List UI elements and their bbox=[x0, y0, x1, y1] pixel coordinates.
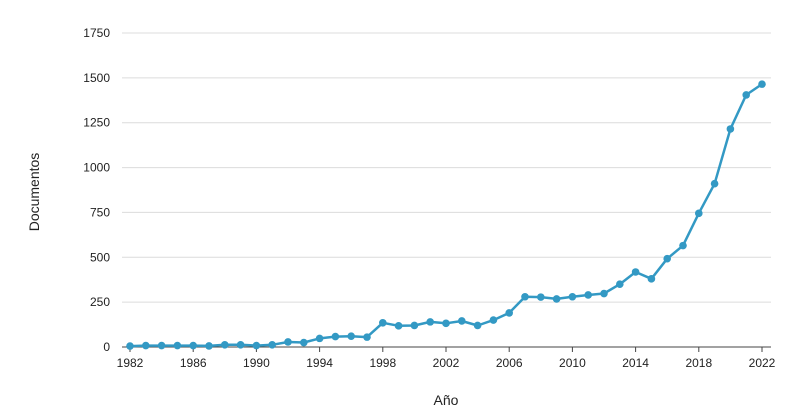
y-tick-label: 1250 bbox=[83, 116, 110, 130]
x-tick-label: 1998 bbox=[369, 356, 396, 370]
data-point bbox=[726, 125, 735, 133]
data-point bbox=[426, 318, 435, 326]
data-point bbox=[679, 241, 687, 250]
x-tick-label: 1994 bbox=[306, 356, 333, 370]
x-tick-label: 2002 bbox=[433, 356, 460, 370]
y-tick-label: 0 bbox=[103, 340, 110, 354]
data-point bbox=[157, 341, 166, 350]
x-tick-label: 2014 bbox=[622, 356, 649, 370]
data-point bbox=[347, 332, 356, 341]
data-point bbox=[126, 342, 134, 350]
data-point bbox=[695, 209, 703, 218]
data-point bbox=[537, 293, 545, 301]
data-point bbox=[142, 341, 150, 350]
data-point bbox=[473, 321, 482, 330]
y-axis-title: Documentos bbox=[26, 153, 42, 232]
y-tick-label: 750 bbox=[90, 205, 110, 219]
data-point bbox=[205, 342, 213, 350]
data-point bbox=[379, 318, 387, 327]
y-tick-label: 1500 bbox=[83, 71, 110, 85]
data-point bbox=[268, 341, 277, 349]
x-tick-label: 2010 bbox=[559, 356, 586, 370]
y-tick-label: 1000 bbox=[83, 161, 110, 175]
data-point bbox=[284, 338, 292, 346]
x-axis-tick-labels: 1982 1986 1990 1994 1998 2002 2006 2010 2014 2018… bbox=[117, 356, 776, 370]
x-axis-title: Año bbox=[434, 392, 459, 408]
data-point bbox=[710, 179, 719, 188]
x-tick-label: 1986 bbox=[180, 356, 207, 370]
data-point bbox=[631, 268, 640, 276]
data-point bbox=[236, 341, 245, 349]
y-tick-label: 1750 bbox=[83, 26, 110, 40]
data-point bbox=[568, 292, 577, 301]
data-point bbox=[442, 319, 450, 328]
data-point bbox=[584, 291, 592, 299]
data-point bbox=[742, 91, 750, 99]
data-point bbox=[252, 341, 261, 350]
data-point bbox=[410, 321, 419, 330]
y-tick-label: 250 bbox=[90, 295, 110, 309]
series-line bbox=[129, 83, 763, 348]
data-point bbox=[505, 309, 513, 317]
x-tick-label: 2018 bbox=[685, 356, 712, 370]
x-tick-label: 2006 bbox=[496, 356, 523, 370]
data-point bbox=[189, 341, 197, 350]
data-point bbox=[394, 322, 403, 330]
y-axis-tick-labels: 0 250 500 750 1000 1250 1500 1750 bbox=[83, 26, 110, 354]
grid-lines bbox=[122, 32, 771, 303]
data-point bbox=[363, 333, 371, 341]
data-point bbox=[600, 289, 608, 298]
data-point bbox=[300, 338, 308, 347]
data-point bbox=[521, 292, 529, 301]
data-point bbox=[315, 334, 324, 343]
data-point bbox=[758, 80, 766, 88]
x-tick-label: 2022 bbox=[749, 356, 776, 370]
data-points bbox=[126, 80, 766, 350]
data-point bbox=[489, 316, 498, 324]
data-point bbox=[647, 275, 656, 283]
data-point bbox=[331, 332, 340, 341]
y-tick-label: 500 bbox=[90, 250, 110, 264]
data-point bbox=[173, 341, 182, 350]
data-point bbox=[663, 254, 671, 263]
x-tick-label: 1982 bbox=[117, 356, 144, 370]
data-point bbox=[552, 295, 561, 303]
data-point bbox=[616, 280, 624, 289]
x-tick-label: 1990 bbox=[243, 356, 270, 370]
data-point bbox=[458, 317, 466, 325]
data-point bbox=[221, 341, 229, 349]
